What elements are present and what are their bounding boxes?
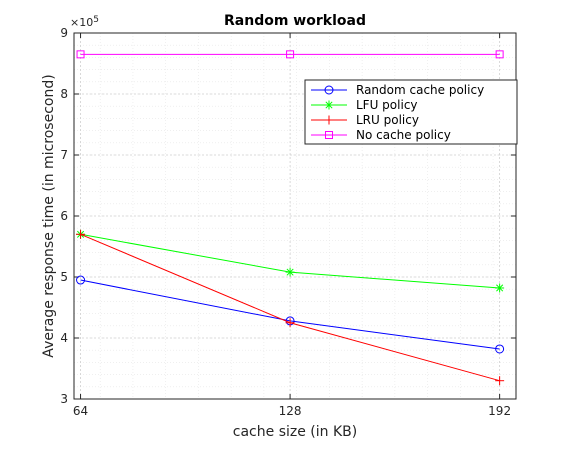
legend-label: Random cache policy <box>356 83 484 97</box>
series-no-cache-policy <box>76 50 504 59</box>
data-point <box>285 318 295 328</box>
y-tick-label: 9 <box>60 26 68 40</box>
grid <box>74 32 516 400</box>
data-point <box>495 376 505 386</box>
legend-entry: No cache policy <box>311 128 451 142</box>
legend-label: No cache policy <box>356 128 451 142</box>
data-point <box>286 50 295 59</box>
marker-circle <box>324 85 334 95</box>
marker-asterisk-d2 <box>496 284 504 292</box>
legend-marker <box>324 85 334 95</box>
legend-label: LRU policy <box>356 113 419 127</box>
y-tick-label: 4 <box>60 331 68 345</box>
marker-square <box>76 50 85 59</box>
legend-marker <box>324 115 334 125</box>
legend-entry: LRU policy <box>311 113 419 127</box>
legend-marker <box>324 100 334 110</box>
series-lru-policy <box>76 229 505 386</box>
series <box>76 50 505 386</box>
y-tick-label: 5 <box>60 270 68 284</box>
y-tick-label: 7 <box>60 148 68 162</box>
marker-square <box>325 131 333 139</box>
data-point <box>76 229 86 239</box>
marker-square <box>495 50 504 59</box>
y-tick-label: 6 <box>60 209 68 223</box>
legend-entry: Random cache policy <box>311 83 484 97</box>
data-point <box>495 344 505 354</box>
x-tick-label: 192 <box>488 404 511 418</box>
marker-asterisk-d2 <box>325 101 333 109</box>
legend-label: LFU policy <box>356 98 418 112</box>
chart-title: Random workload <box>224 13 366 29</box>
marker-asterisk-d2 <box>286 268 294 276</box>
y-exponent-base: ×10 <box>70 16 93 29</box>
marker-circle <box>76 275 86 285</box>
series-lfu-policy <box>76 229 505 293</box>
data-point <box>76 275 86 285</box>
y-exponent-power: 5 <box>93 15 99 25</box>
legend-box <box>304 79 518 145</box>
legend-entry: LFU policy <box>311 98 418 112</box>
data-point <box>76 50 85 59</box>
x-tick-label: 128 <box>279 404 302 418</box>
data-point <box>285 267 295 277</box>
data-point <box>495 50 504 59</box>
y-tick-label: 3 <box>60 392 68 406</box>
marker-circle <box>495 344 505 354</box>
y-axis-label: Average response time (in microsecond) <box>41 74 57 357</box>
x-axis-label: cache size (in KB) <box>233 424 357 440</box>
y-tick-label: 8 <box>60 87 68 101</box>
marker-square <box>286 50 295 59</box>
legend-marker <box>325 131 333 139</box>
axis-ticks: 3 4 5 6 7 8 9 64 128 192 <box>60 26 516 418</box>
y-exponent-label: ×105 <box>70 15 99 29</box>
x-tick-label: 64 <box>73 404 88 418</box>
data-point <box>495 283 505 293</box>
